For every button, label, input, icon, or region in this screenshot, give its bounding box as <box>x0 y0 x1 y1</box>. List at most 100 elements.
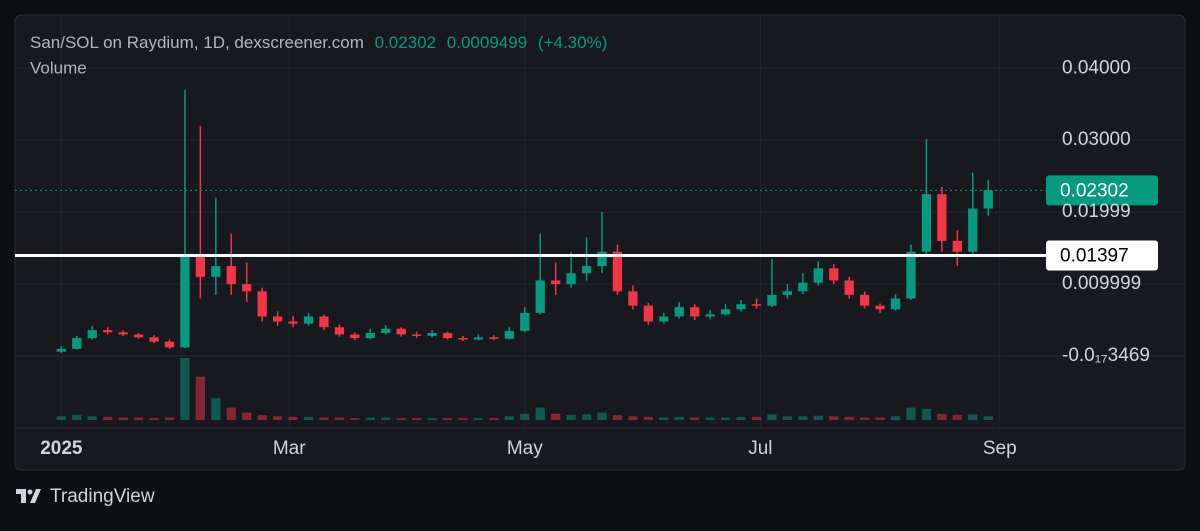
candle-body <box>628 291 638 306</box>
candle-body <box>875 305 885 310</box>
volume-bar <box>458 418 468 420</box>
volume-bar <box>983 416 993 420</box>
volume-bar <box>937 413 947 420</box>
y-tick-label: 0.04000 <box>1062 57 1131 78</box>
volume-bar <box>334 417 345 420</box>
candle-body <box>643 305 653 322</box>
volume-bar <box>705 417 715 420</box>
candle-body <box>381 328 391 334</box>
volume-bar <box>489 418 499 420</box>
price-label: 0.02302 <box>1060 180 1129 201</box>
volume-bar <box>535 407 545 420</box>
volume-bar <box>56 416 66 420</box>
candle-body <box>504 330 514 339</box>
volume-bar <box>674 416 684 420</box>
volume-label: Volume <box>30 58 87 77</box>
candle-body <box>798 282 808 292</box>
candle-body <box>659 316 669 322</box>
volume-bar <box>350 418 360 420</box>
candle-body <box>581 266 592 274</box>
candle-body <box>551 280 561 285</box>
candle-body <box>473 337 484 340</box>
volume-bar <box>319 417 329 420</box>
candle-body <box>983 190 993 209</box>
volume-bar <box>504 416 514 420</box>
candle-body <box>87 330 97 339</box>
candle-body <box>859 294 870 306</box>
volume-bar <box>303 416 314 420</box>
candle-body <box>365 333 375 339</box>
candle-body <box>103 330 113 333</box>
candle-body <box>56 348 66 352</box>
candle-body <box>211 266 221 277</box>
grid <box>15 15 1185 428</box>
price-label-box <box>1046 175 1158 206</box>
candle-body <box>164 341 175 348</box>
volume-bar <box>365 417 375 420</box>
volume-bar <box>87 416 97 420</box>
volume-bar <box>952 415 962 420</box>
volume-bar <box>566 415 576 420</box>
volume-bar <box>782 416 793 420</box>
candle-body <box>242 284 252 292</box>
last-price: 0.02302 <box>375 33 436 52</box>
candle-body <box>272 316 283 322</box>
candle-body <box>195 255 206 277</box>
candle-body <box>350 334 360 339</box>
candle-body <box>535 280 545 313</box>
volume-bar <box>242 412 252 420</box>
volume-bar <box>968 414 978 420</box>
candle-body <box>149 337 159 342</box>
chart-panel <box>14 14 1186 471</box>
candle-body <box>690 307 700 317</box>
volume-bar <box>875 417 885 420</box>
candle-body <box>705 314 715 317</box>
price-lines: 0.02302 0.01397 <box>15 175 1158 271</box>
volume-bar <box>164 417 175 420</box>
candle-body <box>952 240 962 252</box>
candle-body <box>890 298 901 310</box>
candle-body <box>180 255 190 348</box>
volume-bar <box>798 416 808 420</box>
axes: -0.0₁₇3469 0.009999 0.01999 0.03000 0.04000 2… <box>40 57 1150 459</box>
x-tick-label: Jul <box>748 438 772 459</box>
volume-bar <box>659 417 669 420</box>
volume-bar <box>118 417 128 420</box>
y-tick-label: 0.009999 <box>1062 273 1141 294</box>
candle-body <box>813 268 823 283</box>
candle-body <box>968 208 978 252</box>
volume-bar <box>581 414 592 420</box>
volume-bar <box>473 418 484 420</box>
candle-body <box>782 291 793 295</box>
hline-label-box <box>1046 240 1158 271</box>
candle-body <box>612 251 623 292</box>
chart-title: San/SOL on Raydium, 1D, dexscreener.com <box>30 33 364 52</box>
volume-bar <box>906 407 916 420</box>
candle-body <box>133 334 144 338</box>
brand: TradingView <box>50 486 155 507</box>
volume-bar <box>272 416 283 420</box>
volume-bar <box>520 413 530 420</box>
volume-bar <box>180 358 190 420</box>
candle-body <box>442 333 453 339</box>
volume-bar <box>133 417 144 420</box>
volume-bar <box>412 418 422 420</box>
candle-body <box>751 304 762 306</box>
volume-bar <box>751 416 762 420</box>
volume-bar <box>551 413 561 420</box>
volume-bar <box>921 408 932 420</box>
x-tick-label: 2025 <box>40 438 83 459</box>
candle-body <box>566 273 576 285</box>
tv-logo <box>16 489 41 503</box>
candle-body <box>720 309 731 315</box>
volume-bar <box>195 376 206 420</box>
volume-bar <box>612 415 623 420</box>
volume-bar <box>690 417 700 420</box>
volume-bar <box>643 416 653 420</box>
x-tick-label: Mar <box>273 438 306 459</box>
volume-bar <box>226 407 236 420</box>
change: 0.0009499 <box>447 33 527 52</box>
candle-body <box>829 268 839 281</box>
candle-body <box>226 266 236 285</box>
candle-body <box>288 321 298 324</box>
